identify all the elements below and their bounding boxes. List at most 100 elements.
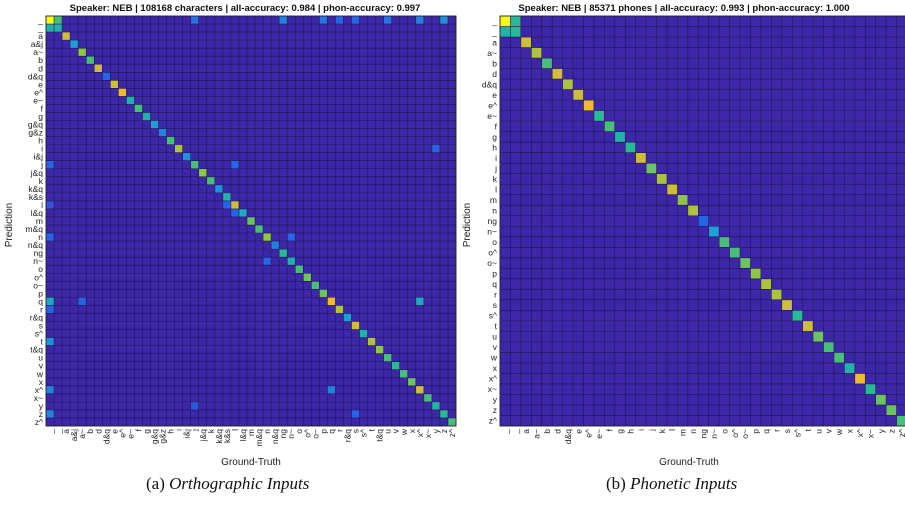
heatmap-cell (110, 16, 119, 25)
heatmap-cell (158, 345, 167, 354)
heatmap-cell (279, 168, 288, 177)
heatmap-cell (719, 394, 730, 406)
heatmap-cell (319, 48, 328, 57)
heatmap-cell (271, 353, 280, 362)
heatmap-cell (295, 24, 304, 33)
heatmap-cell (295, 353, 304, 362)
heatmap-cell (614, 163, 626, 174)
heatmap-cell (399, 361, 408, 370)
heatmap-cell (351, 192, 360, 201)
heatmap-cell (802, 247, 814, 258)
heatmap-cell (666, 215, 678, 227)
heatmap-cell (439, 305, 449, 314)
heatmap-cell (279, 48, 288, 57)
heatmap-cell (399, 72, 408, 81)
heatmap-cell (263, 96, 272, 105)
heatmap-cell (230, 337, 239, 346)
heatmap-cell (134, 393, 143, 402)
heatmap-cell (54, 88, 63, 97)
heatmap-cell (238, 361, 248, 370)
heatmap-cell (510, 226, 521, 237)
heatmap-cell (238, 329, 248, 338)
heatmap-cell (359, 160, 368, 169)
heatmap-cell (750, 415, 761, 427)
heatmap-cell (367, 265, 376, 274)
heatmap-cell (62, 144, 71, 153)
y-tick-label: k (493, 174, 498, 184)
heatmap-cell (94, 144, 103, 153)
heatmap-cell (520, 236, 532, 248)
heatmap-cell (327, 128, 336, 137)
heatmap-cell (562, 362, 574, 374)
heatmap-cell (351, 417, 360, 427)
heatmap-cell (583, 16, 594, 27)
heatmap-cell (439, 24, 449, 33)
heatmap-cell (70, 393, 79, 402)
heatmap-cell (875, 58, 887, 69)
heatmap-cell (126, 80, 135, 89)
heatmap-cell (708, 352, 720, 363)
heatmap-cell (854, 184, 866, 195)
heatmap-cell (198, 409, 207, 419)
heatmap-cell (206, 281, 215, 290)
heatmap-cell (230, 345, 239, 354)
heatmap-cell (823, 89, 834, 101)
heatmap-cell (431, 329, 440, 338)
heatmap-cell (62, 297, 71, 306)
heatmap-cell (246, 257, 256, 266)
heatmap-cell (760, 289, 772, 300)
heatmap-cell (760, 394, 772, 406)
heatmap-cell (677, 299, 688, 311)
heatmap-cell (431, 249, 440, 258)
heatmap-cell (423, 48, 432, 57)
heatmap-cell (142, 48, 151, 57)
heatmap-cell (802, 320, 814, 332)
heatmap-cell (813, 215, 824, 227)
heatmap-cell (198, 64, 207, 73)
heatmap-cell (238, 136, 248, 145)
heatmap-cell (198, 417, 207, 427)
heatmap-cell (391, 32, 400, 41)
heatmap-cell (134, 208, 143, 218)
heatmap-cell (391, 128, 400, 137)
heatmap-cell (439, 192, 449, 201)
y-tick-label: e^ (34, 87, 43, 97)
heatmap-cell (399, 80, 408, 89)
heatmap-cell (142, 297, 151, 306)
heatmap-cell (771, 352, 782, 363)
heatmap-cell (375, 401, 384, 410)
heatmap-cell (604, 331, 615, 342)
heatmap-cell (343, 184, 352, 193)
heatmap-cell (854, 215, 866, 227)
heatmap-cell (439, 48, 449, 57)
heatmap-cell (198, 321, 207, 330)
heatmap-cell (604, 184, 615, 195)
heatmap-cell (54, 313, 63, 322)
heatmap-cell (110, 377, 119, 386)
heatmap-cell (813, 383, 824, 395)
x-tick-label: a&j (69, 429, 79, 441)
y-tick-label: n~ (487, 227, 497, 237)
heatmap-cell (279, 265, 288, 274)
heatmap-cell (865, 110, 876, 122)
heatmap-cell (255, 385, 264, 394)
heatmap-cell (222, 233, 231, 242)
heatmap-cell (54, 184, 63, 193)
heatmap-cell (771, 121, 782, 132)
heatmap-cell (614, 383, 626, 395)
heatmap-cell (407, 208, 416, 218)
heatmap-cell (423, 265, 432, 274)
heatmap-cell (500, 289, 511, 300)
heatmap-cell (126, 241, 135, 250)
heatmap-cell (781, 373, 793, 384)
heatmap-cell (182, 297, 191, 306)
heatmap-cell (375, 409, 384, 419)
heatmap-cell (359, 176, 368, 185)
heatmap-cell (182, 289, 191, 298)
heatmap-cell (190, 401, 199, 410)
heatmap-cell (70, 64, 79, 73)
heatmap-cell (78, 56, 87, 65)
heatmap-cell (439, 241, 449, 250)
heatmap-cell (439, 200, 449, 209)
heatmap-cell (896, 100, 905, 111)
